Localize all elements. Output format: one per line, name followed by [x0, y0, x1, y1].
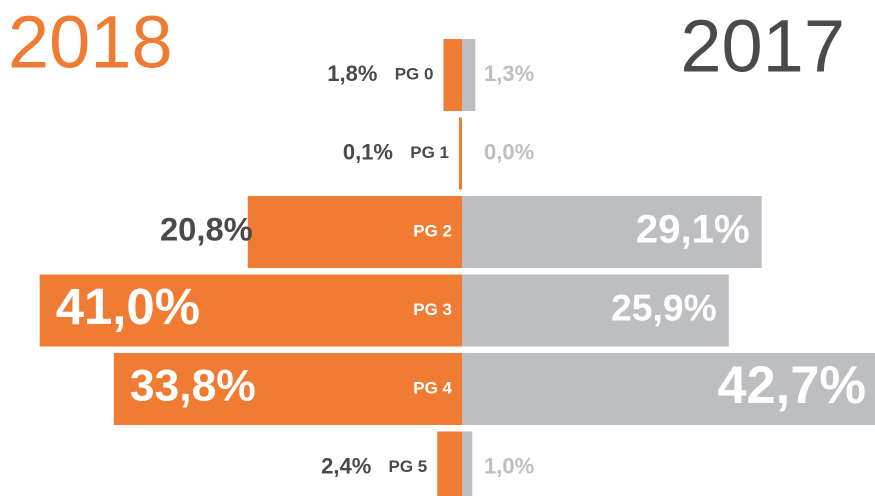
- category-label: PG 4: [413, 378, 452, 397]
- value-label-right: 1,3%: [484, 61, 534, 86]
- value-label-right: 42,7%: [717, 357, 866, 415]
- value-label-right: 0,0%: [484, 139, 534, 164]
- category-label: PG 1: [410, 143, 449, 162]
- value-label-right: 1,0%: [484, 453, 534, 478]
- value-label-right: 25,9%: [611, 286, 717, 328]
- series-title-right: 2017: [680, 5, 845, 88]
- value-label-left: 41,0%: [56, 278, 200, 335]
- category-label: PG 5: [389, 457, 428, 476]
- value-label-left: 1,8%: [327, 61, 377, 86]
- category-label: PG 3: [413, 300, 452, 319]
- series-title-left: 2018: [8, 1, 173, 84]
- value-label-left: 2,4%: [321, 453, 371, 478]
- bar-left: [459, 117, 462, 190]
- bar-left: [437, 431, 462, 496]
- bar-left: [443, 39, 462, 111]
- bar-left: [113, 353, 463, 425]
- bar-right: [462, 39, 476, 111]
- category-label: PG 0: [395, 64, 434, 83]
- value-label-left: 0,1%: [343, 139, 393, 164]
- value-label-left: 33,8%: [130, 362, 256, 411]
- bar-left: [247, 196, 462, 268]
- value-label-left: 20,8%: [160, 211, 253, 248]
- bar-right: [462, 353, 875, 425]
- bar-left: [39, 274, 462, 347]
- bar-right: [462, 274, 729, 347]
- value-label-right: 29,1%: [636, 207, 750, 252]
- bar-right: [462, 431, 473, 496]
- bar-right: [462, 196, 762, 268]
- category-label: PG 2: [413, 221, 452, 240]
